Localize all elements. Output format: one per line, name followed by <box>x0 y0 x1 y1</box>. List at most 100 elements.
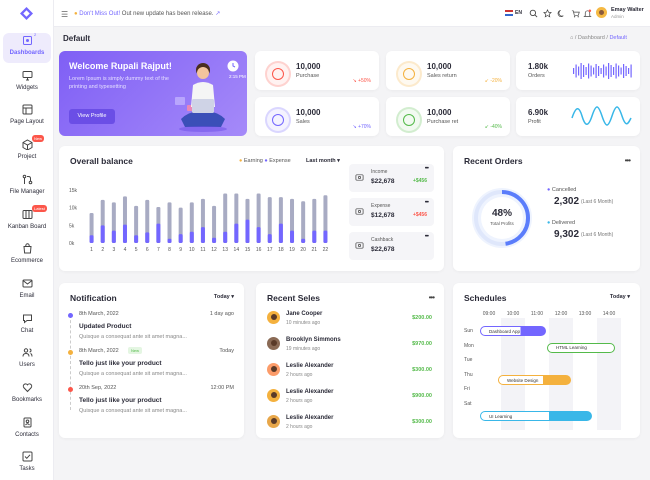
notification-title-text[interactable]: Updated Product <box>79 323 132 330</box>
notification-filter-dropdown[interactable]: Today ▾ <box>214 294 234 300</box>
spark-bar <box>580 63 582 79</box>
star-icon[interactable] <box>543 9 552 18</box>
sale-customer-name[interactable]: Jane Cooper <box>286 311 323 317</box>
sidebar-item-kanban-board[interactable]: Kanban Board Latest <box>3 204 51 237</box>
user-name[interactable]: Emay Walter <box>611 7 644 13</box>
schedule-event[interactable]: UI Learning <box>480 411 592 421</box>
sale-customer-name[interactable]: Brooklyn Simmons <box>286 337 341 343</box>
bar-earning <box>122 224 127 243</box>
fire-icon: ● <box>74 11 78 17</box>
page-title: Default <box>63 34 91 43</box>
contacts-icon <box>23 417 31 428</box>
crumb-dashboard[interactable]: Dashboard <box>577 35 605 41</box>
cancelled-label: ● Cancelled <box>547 187 576 193</box>
avatar[interactable] <box>267 415 280 428</box>
sidebar-item-widgets[interactable]: Widgets <box>3 68 51 98</box>
avatar[interactable] <box>267 337 280 350</box>
sidebar-badge: New <box>32 135 45 143</box>
balance-filter-dropdown[interactable]: Last month ▾ <box>306 158 340 164</box>
x-tick-label: 17 <box>267 247 273 253</box>
notification-date: 8th March, 2022 <box>79 348 119 354</box>
balance-side-label: Expense <box>371 203 391 209</box>
sidebar-badge: Latest <box>32 204 47 212</box>
balance-side-value: $22,678 <box>371 178 395 185</box>
heart-icon <box>22 383 32 393</box>
logo-icon[interactable] <box>20 7 33 20</box>
x-tick-label: 16 <box>256 247 262 253</box>
sidebar-item-page-layout[interactable]: Page Layout <box>3 102 51 132</box>
sidebar-item-file-manager[interactable]: File Manager <box>3 172 51 202</box>
avatar[interactable] <box>267 389 280 402</box>
more-icon[interactable]: ••• <box>424 166 429 172</box>
sale-customer-name[interactable]: Leslie Alexander <box>286 415 334 421</box>
update-notice[interactable]: ● Don't Miss Out! Out new update has bee… <box>74 10 220 17</box>
more-icon[interactable]: ••• <box>424 234 429 240</box>
sidebar-item-users[interactable]: Users <box>3 345 51 375</box>
schedule-title: Schedules <box>464 293 507 303</box>
chevron-down-icon: ▾ <box>627 294 630 300</box>
arrow-icon: ↗ <box>215 11 221 17</box>
schedule-event[interactable]: Website Design <box>498 375 571 385</box>
topbar: ☰ ● Don't Miss Out! Out new update has b… <box>54 0 650 27</box>
bar-expense <box>301 201 306 243</box>
sidebar-item-dashboards[interactable]: Dashboards 2 <box>3 32 51 63</box>
arrow-down-icon: ↙ <box>484 124 491 130</box>
user-avatar[interactable] <box>596 7 607 18</box>
menu-icon[interactable]: ☰ <box>61 10 69 19</box>
avatar-face <box>270 392 277 398</box>
notification-title-text[interactable]: Tello just like your product <box>79 360 162 367</box>
view-profile-button[interactable]: View Profile <box>69 109 115 124</box>
balance-side-income: Income $22,678 +$456 ••• <box>349 164 434 192</box>
sidebar-item-label: Chat <box>20 327 34 334</box>
layout-icon <box>22 104 32 115</box>
sidebar-item-tasks[interactable]: Tasks <box>3 449 51 479</box>
language-select[interactable]: EN <box>515 10 522 16</box>
avatar-face <box>270 314 277 320</box>
sidebar-item-project[interactable]: Project New <box>3 135 51 167</box>
timeline-dot-icon <box>68 387 73 392</box>
sidebar-item-bookmarks[interactable]: Bookmarks <box>3 380 51 410</box>
spark-bar <box>623 64 625 78</box>
person-illustration <box>175 63 227 132</box>
recent-orders-card: Recent Orders ••• 48% Total Profits ● Ca… <box>453 146 640 271</box>
search-icon[interactable] <box>529 9 538 18</box>
sidebar-item-email[interactable]: Email <box>3 276 51 306</box>
stat-value: 10,000 <box>427 62 452 71</box>
bell-icon[interactable] <box>583 9 592 18</box>
notification-card: Notification Today ▾ 8th March, 2022 1 da… <box>59 283 244 438</box>
x-tick-label: 15 <box>245 247 251 253</box>
sidebar-item-ecommerce[interactable]: Ecommerce <box>3 241 51 271</box>
x-tick-label: 10 <box>189 247 195 253</box>
bar-earning <box>245 219 250 243</box>
sale-customer-name[interactable]: Leslie Alexander <box>286 389 334 395</box>
schedule-filter-dropdown[interactable]: Today ▾ <box>610 294 630 300</box>
spark-bar <box>630 64 632 78</box>
orders-more-icon[interactable]: ••• <box>624 156 631 165</box>
stat-glyph-icon <box>403 114 415 126</box>
spark-bar <box>600 68 602 74</box>
sidebar-item-chat[interactable]: Chat <box>3 311 51 341</box>
avatar[interactable] <box>267 363 280 376</box>
stat-change: ↘ +50% <box>352 78 371 84</box>
x-tick-label: 11 <box>200 247 205 253</box>
schedule-event[interactable]: HTML Learning <box>547 343 615 353</box>
notification-title-text[interactable]: Tello just like your product <box>79 397 162 404</box>
cart-icon[interactable] <box>571 9 580 18</box>
bar-expense <box>178 207 183 243</box>
notice-prefix: Don't Miss Out! <box>79 11 121 17</box>
sale-customer-name[interactable]: Leslie Alexander <box>286 363 334 369</box>
us-flag-icon[interactable] <box>505 10 513 16</box>
recent-sales-card: Recent Seles ••• Jane Cooper 10 minutes a… <box>256 283 444 438</box>
arrow-up-icon: ↘ <box>352 78 359 84</box>
chevron-down-icon: ▾ <box>337 158 340 164</box>
home-crumb-icon[interactable]: ⌂ <box>570 35 574 41</box>
stat-icon <box>265 107 291 133</box>
moon-icon[interactable] <box>557 9 566 18</box>
more-icon[interactable]: ••• <box>424 200 429 206</box>
sidebar-item-contacts[interactable]: Contacts <box>3 415 51 445</box>
sales-more-icon[interactable]: ••• <box>428 293 435 302</box>
sidebar-item-label: Users <box>19 362 35 369</box>
avatar[interactable] <box>267 311 280 324</box>
sidebar-item-label: Dashboards <box>9 50 45 56</box>
schedule-event[interactable]: Dashboard App <box>480 326 546 336</box>
